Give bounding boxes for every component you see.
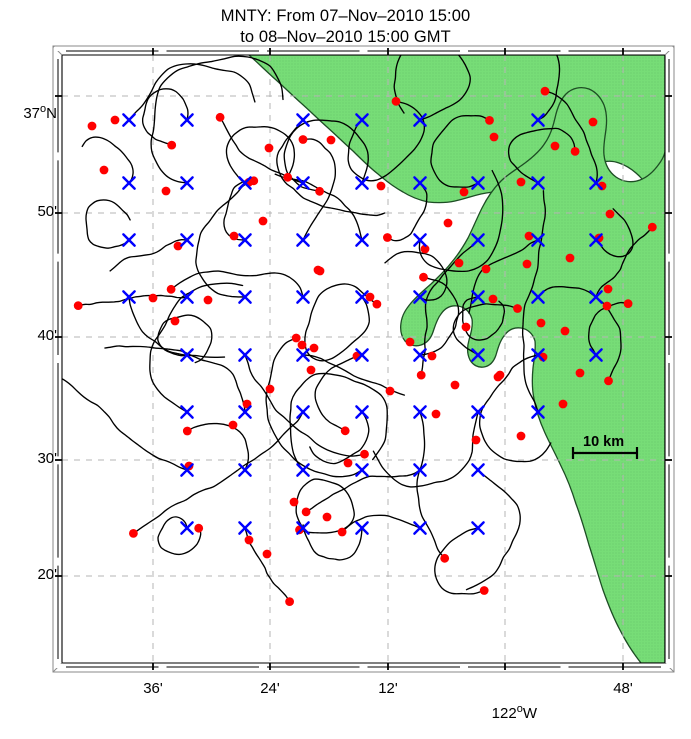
scale-bar [571,447,639,459]
scale-bar-label: 10 km [583,434,625,450]
y-tick-label-50: 50' [37,203,57,220]
land-mass [248,55,665,663]
origin-crosses [122,113,603,535]
y-tick-label-30: 30' [37,450,57,467]
x-tick-label-48: 48' [613,680,633,697]
trajectory-map-figure: MNTY: From 07–Nov–2010 15:00 to 08–Nov–2… [0,6,691,722]
axis-frame [52,45,675,673]
y-tick-label-40: 40' [37,327,57,344]
x-tick-label-12: 12' [378,680,398,697]
title-line-2: to 08–Nov–2010 15:00 GMT [240,28,451,46]
y-tick-label-37N: 37oN [23,103,57,122]
x-tick-label-36: 36' [143,680,163,697]
title-line-1: MNTY: From 07–Nov–2010 15:00 [220,7,471,25]
page-title: MNTY: From 07–Nov–2010 15:00 to 08–Nov–2… [0,6,691,48]
drifter-tracks [62,55,653,603]
x-tick-label-122W: 122oW [491,703,537,722]
y-tick-label-20: 20' [37,566,57,583]
x-tick-label-24: 24' [260,680,280,697]
map-canvas [52,45,675,673]
